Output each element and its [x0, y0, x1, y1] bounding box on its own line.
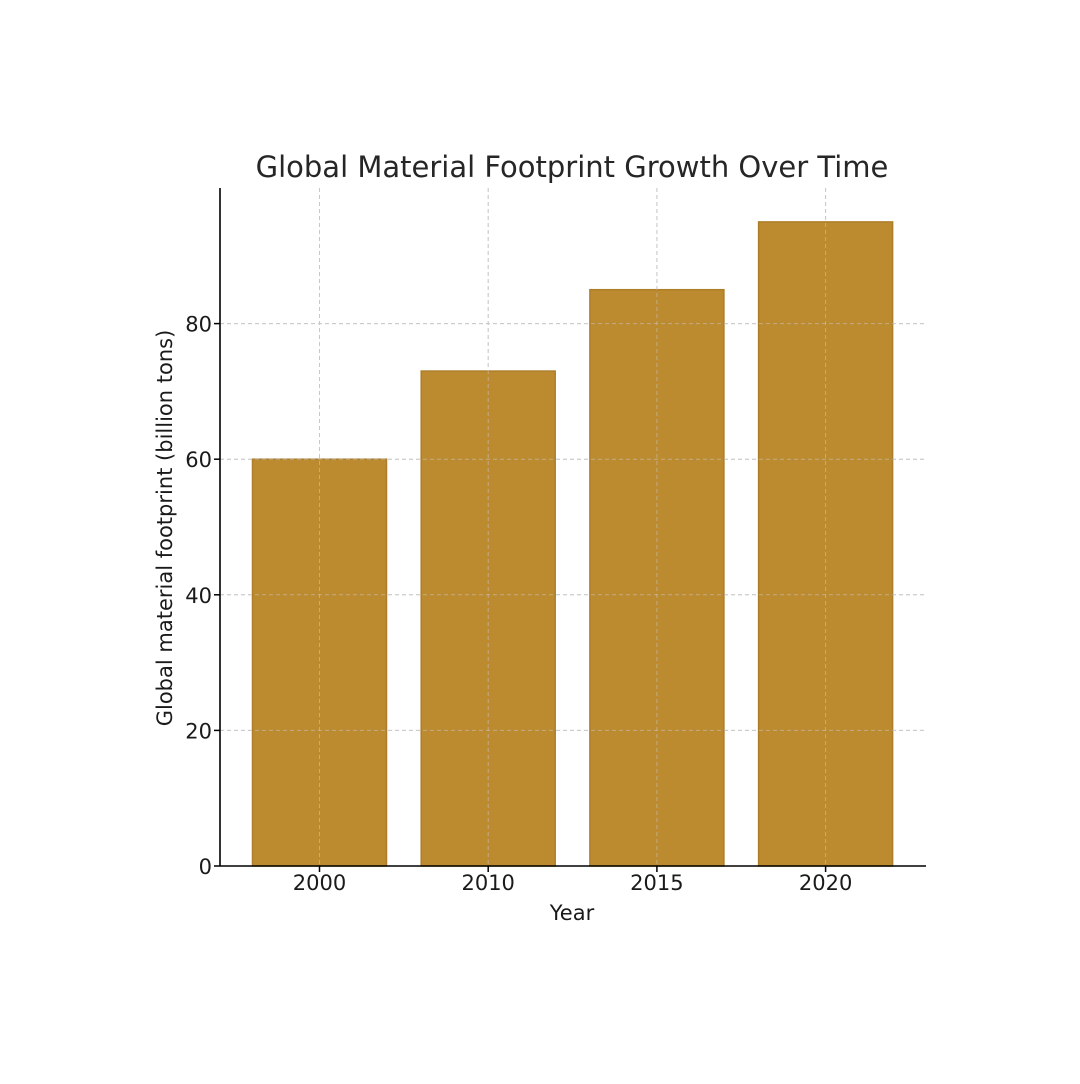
- x-tick-label: 2020: [799, 871, 852, 895]
- y-tick-label: 60: [185, 448, 212, 472]
- y-tick-label: 0: [199, 855, 212, 879]
- tick-labels: 0 20 40 60 80 2000 2010 2015 2020: [185, 313, 852, 895]
- x-tick-label: 2015: [630, 871, 683, 895]
- y-tick-label: 40: [185, 584, 212, 608]
- x-tick-label: 2010: [461, 871, 514, 895]
- chart-title: Global Material Footprint Growth Over Ti…: [256, 150, 889, 184]
- y-tick-label: 20: [185, 719, 212, 743]
- x-tick-label: 2000: [293, 871, 346, 895]
- bars: [251, 221, 894, 867]
- y-axis-label: Global material footprint (billion tons): [153, 330, 177, 727]
- y-tick-label: 80: [185, 313, 212, 337]
- grid-lines-overlay: [220, 188, 926, 866]
- x-axis-label: Year: [549, 901, 595, 925]
- axes: [214, 188, 926, 872]
